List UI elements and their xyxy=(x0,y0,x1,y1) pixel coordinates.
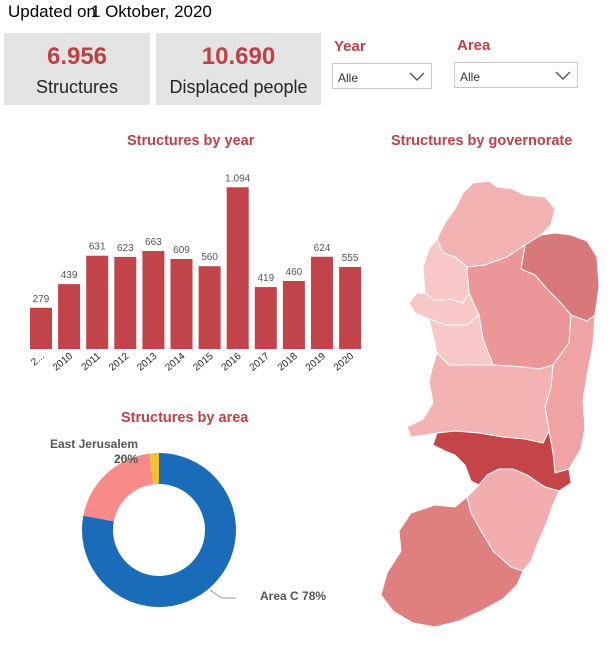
bar-2010[interactable] xyxy=(58,284,81,349)
bar-value-label: 419 xyxy=(257,273,274,284)
updated-date: 1 Oktober, 2020 xyxy=(90,2,212,21)
bar-2...[interactable] xyxy=(30,307,52,349)
bar-2020[interactable] xyxy=(339,266,362,349)
x-tick-label: 2010 xyxy=(51,351,75,374)
x-tick-label: 2011 xyxy=(80,351,104,374)
area-dropdown-value: Alle xyxy=(460,70,481,84)
bar-2014[interactable] xyxy=(170,258,193,349)
x-tick-label: 2020 xyxy=(332,351,356,374)
bar-value-label: 623 xyxy=(117,243,134,254)
bar-value-label: 1.094 xyxy=(225,173,250,184)
kpi-card-displaced: 10.690 Displaced people xyxy=(156,33,321,105)
bar-2019[interactable] xyxy=(311,256,333,349)
x-tick-label: 2012 xyxy=(107,351,131,374)
leader-line xyxy=(209,589,236,599)
area-filter-title: Area xyxy=(457,37,491,54)
donut-label-east-jerusalem-pct: 20% xyxy=(114,452,138,466)
bar-value-label: 631 xyxy=(89,242,106,253)
chart-title-by-governorate: Structures by governorate xyxy=(391,133,573,149)
year-dropdown-value: Alle xyxy=(338,71,359,85)
bar-2012[interactable] xyxy=(114,256,137,349)
year-filter-title: Year xyxy=(334,38,366,55)
bar-value-label: 555 xyxy=(342,253,359,264)
bar-2017[interactable] xyxy=(254,287,277,349)
bar-2013[interactable] xyxy=(142,250,165,349)
leader-line xyxy=(116,457,135,467)
chart-title-by-year: Structures by year xyxy=(127,133,255,149)
updated-prefix: Updated on xyxy=(8,2,96,21)
area-dropdown[interactable]: Alle xyxy=(454,62,578,88)
bar-value-label: 609 xyxy=(173,245,190,256)
x-tick-label: 2013 xyxy=(135,351,159,374)
governorate-map xyxy=(380,180,600,628)
kpi-structures-value: 6.956 xyxy=(46,43,108,70)
structures-by-year-chart: 279 2... 439 2010 631 2011 623 2012 663 2013 609 20… xyxy=(29,173,362,374)
donut-label-east-jerusalem: East Jerusalem xyxy=(50,437,138,451)
donut-slice-2[interactable] xyxy=(149,453,159,485)
kpi-displaced-label: Displaced people xyxy=(169,77,308,97)
kpi-displaced-value: 10.690 xyxy=(201,43,276,70)
bar-value-label: 460 xyxy=(286,267,303,278)
kpi-card-structures: 6.956 Structures xyxy=(4,33,150,105)
bar-value-label: 663 xyxy=(145,237,162,248)
bar-value-label: 560 xyxy=(201,252,218,263)
bar-value-label: 279 xyxy=(33,294,50,305)
bar-2015[interactable] xyxy=(198,266,221,349)
bar-value-label: 439 xyxy=(61,270,78,281)
map-region-hebron[interactable] xyxy=(380,496,524,628)
x-tick-label: 2017 xyxy=(248,351,272,374)
x-tick-label: 2018 xyxy=(276,351,300,374)
year-dropdown[interactable]: Alle xyxy=(332,63,432,89)
chart-title-by-area: Structures by area xyxy=(121,410,249,426)
x-tick-label: 2014 xyxy=(163,351,187,374)
kpi-structures-label: Structures xyxy=(35,77,119,97)
bar-2018[interactable] xyxy=(282,281,305,349)
bar-value-label: 624 xyxy=(314,243,331,254)
bar-2016[interactable] xyxy=(226,187,249,349)
chevron-down-icon xyxy=(409,72,425,81)
donut-slice-0[interactable] xyxy=(81,453,236,607)
updated-label: Updated on1 Oktober, 2020 xyxy=(8,2,212,22)
x-tick-label: 2... xyxy=(29,351,47,368)
bar-2011[interactable] xyxy=(86,255,109,349)
chevron-down-icon xyxy=(555,71,571,80)
x-tick-label: 2019 xyxy=(304,351,328,374)
x-tick-label: 2015 xyxy=(191,351,215,374)
donut-label-area-c: Area C 78% xyxy=(260,589,326,603)
x-tick-label: 2016 xyxy=(220,351,244,374)
donut-slice-1[interactable] xyxy=(83,453,154,522)
